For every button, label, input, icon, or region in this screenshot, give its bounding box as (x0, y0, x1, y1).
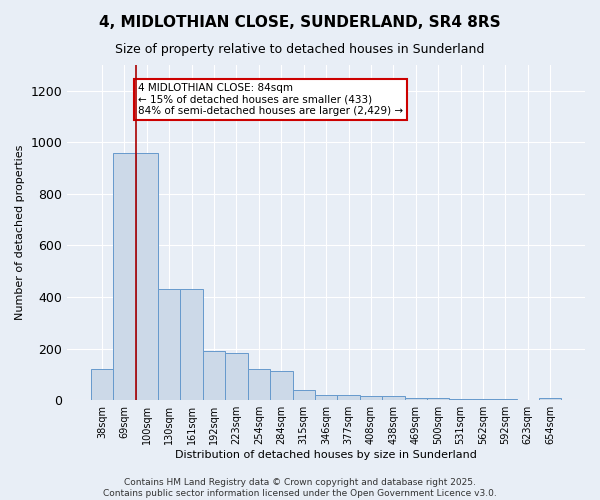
Bar (382, 396, 404, 400)
Bar (225, 352, 248, 400)
Bar (449, 399, 472, 400)
X-axis label: Distribution of detached houses by size in Sunderland: Distribution of detached houses by size … (175, 450, 477, 460)
Text: 4 MIDLOTHIAN CLOSE: 84sqm
← 15% of detached houses are smaller (433)
84% of semi: 4 MIDLOTHIAN CLOSE: 84sqm ← 15% of detac… (138, 83, 403, 116)
Bar (337, 395, 360, 400)
Bar (181, 290, 203, 400)
Bar (203, 351, 225, 400)
Bar (293, 390, 315, 400)
Bar (360, 396, 382, 400)
Bar (113, 152, 136, 400)
Text: 4, MIDLOTHIAN CLOSE, SUNDERLAND, SR4 8RS: 4, MIDLOTHIAN CLOSE, SUNDERLAND, SR4 8RS (99, 15, 501, 30)
Bar (427, 398, 449, 400)
Bar (91, 370, 113, 400)
Bar (248, 370, 270, 400)
Bar (270, 370, 293, 400)
Y-axis label: Number of detached properties: Number of detached properties (15, 145, 25, 320)
Bar (158, 290, 181, 400)
Bar (404, 398, 427, 400)
Bar (315, 395, 337, 400)
Bar (136, 152, 158, 400)
Text: Size of property relative to detached houses in Sunderland: Size of property relative to detached ho… (115, 42, 485, 56)
Text: Contains HM Land Registry data © Crown copyright and database right 2025.
Contai: Contains HM Land Registry data © Crown c… (103, 478, 497, 498)
Bar (539, 398, 562, 400)
